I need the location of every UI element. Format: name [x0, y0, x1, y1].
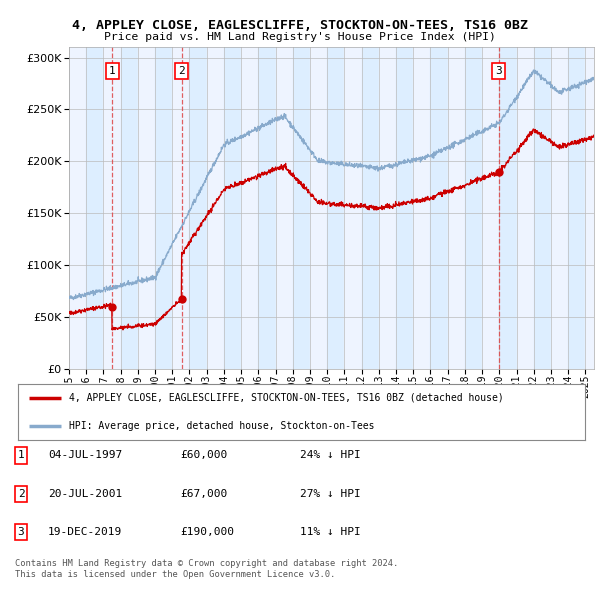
- Bar: [293, 47, 310, 369]
- Bar: [534, 47, 551, 369]
- Bar: [259, 47, 275, 369]
- Bar: [310, 47, 327, 369]
- Bar: [344, 47, 362, 369]
- Text: 27% ↓ HPI: 27% ↓ HPI: [300, 489, 361, 499]
- Text: 24% ↓ HPI: 24% ↓ HPI: [300, 451, 361, 460]
- Text: Price paid vs. HM Land Registry's House Price Index (HPI): Price paid vs. HM Land Registry's House …: [104, 32, 496, 42]
- Bar: [69, 47, 86, 369]
- Bar: [275, 47, 293, 369]
- Bar: [241, 47, 259, 369]
- Text: £190,000: £190,000: [180, 527, 234, 537]
- Bar: [379, 47, 396, 369]
- Bar: [499, 47, 517, 369]
- Bar: [362, 47, 379, 369]
- Bar: [551, 47, 568, 369]
- Bar: [207, 47, 224, 369]
- Text: HPI: Average price, detached house, Stockton-on-Tees: HPI: Average price, detached house, Stoc…: [69, 421, 374, 431]
- Bar: [430, 47, 448, 369]
- Bar: [190, 47, 207, 369]
- Text: 1: 1: [17, 451, 25, 460]
- Text: 1: 1: [109, 66, 116, 76]
- Bar: [172, 47, 190, 369]
- Bar: [465, 47, 482, 369]
- Bar: [155, 47, 172, 369]
- Text: 04-JUL-1997: 04-JUL-1997: [48, 451, 122, 460]
- Text: £60,000: £60,000: [180, 451, 227, 460]
- Text: 2: 2: [17, 489, 25, 499]
- Text: 19-DEC-2019: 19-DEC-2019: [48, 527, 122, 537]
- Bar: [86, 47, 103, 369]
- Text: 20-JUL-2001: 20-JUL-2001: [48, 489, 122, 499]
- Bar: [568, 47, 586, 369]
- Text: This data is licensed under the Open Government Licence v3.0.: This data is licensed under the Open Gov…: [15, 571, 335, 579]
- Bar: [448, 47, 465, 369]
- Bar: [482, 47, 499, 369]
- Text: 2: 2: [178, 66, 185, 76]
- Text: 3: 3: [17, 527, 25, 537]
- Text: 4, APPLEY CLOSE, EAGLESCLIFFE, STOCKTON-ON-TEES, TS16 0BZ: 4, APPLEY CLOSE, EAGLESCLIFFE, STOCKTON-…: [72, 19, 528, 32]
- Text: Contains HM Land Registry data © Crown copyright and database right 2024.: Contains HM Land Registry data © Crown c…: [15, 559, 398, 568]
- Text: 4, APPLEY CLOSE, EAGLESCLIFFE, STOCKTON-ON-TEES, TS16 0BZ (detached house): 4, APPLEY CLOSE, EAGLESCLIFFE, STOCKTON-…: [69, 392, 504, 402]
- Bar: [413, 47, 430, 369]
- Bar: [517, 47, 534, 369]
- Bar: [224, 47, 241, 369]
- Text: £67,000: £67,000: [180, 489, 227, 499]
- Bar: [586, 47, 600, 369]
- Text: 3: 3: [496, 66, 502, 76]
- Bar: [103, 47, 121, 369]
- Bar: [138, 47, 155, 369]
- Text: 11% ↓ HPI: 11% ↓ HPI: [300, 527, 361, 537]
- Bar: [327, 47, 344, 369]
- Bar: [121, 47, 138, 369]
- Bar: [396, 47, 413, 369]
